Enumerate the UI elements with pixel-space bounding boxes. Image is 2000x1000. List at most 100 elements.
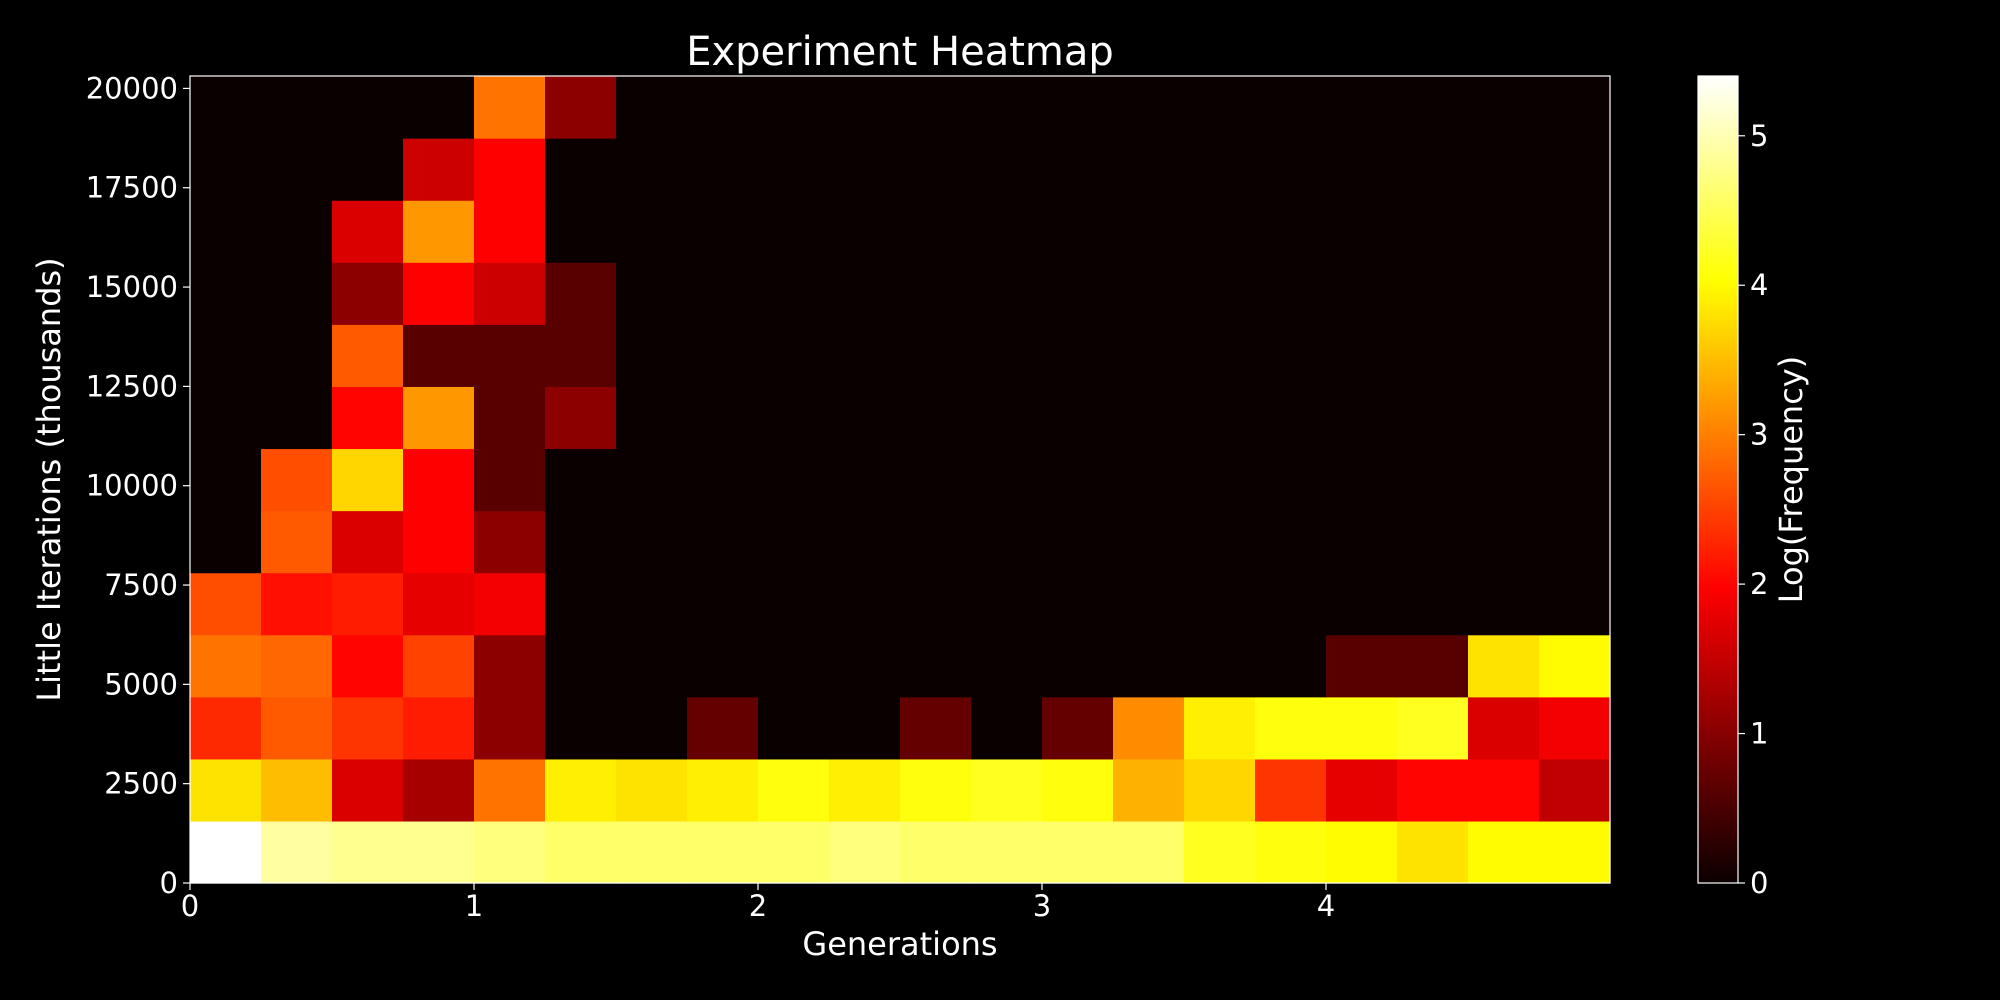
heatmap-cell [971,200,1043,263]
heatmap-cell [332,200,404,263]
heatmap-cell [474,262,546,325]
heatmap-cell [474,324,546,387]
heatmap-cell [687,324,759,387]
colorbar-tick-label: 0 [1750,866,1768,900]
heatmap-cell [190,76,262,139]
heatmap-cell [1397,758,1469,822]
heatmap-cell [616,510,688,574]
colorbar-tick-label: 1 [1750,717,1768,751]
heatmap-cell [332,758,404,822]
heatmap-cell [829,572,901,636]
heatmap-cell [190,200,262,263]
colorbar [1697,75,1739,884]
heatmap-cell [1184,820,1256,884]
heatmap-cell [758,324,830,387]
y-tick-label: 7500 [104,568,178,602]
heatmap-cell [403,76,475,139]
heatmap-cell [616,200,688,263]
heatmap-cell [1397,138,1469,201]
colorbar-tick-label: 3 [1750,418,1768,452]
heatmap-cell [1042,758,1114,822]
heatmap-cell [1042,696,1114,760]
heatmap-cell [545,510,617,574]
heatmap-cell [261,200,333,263]
heatmap-cell [616,324,688,387]
heatmap-cell [332,696,404,760]
heatmap-cell [545,262,617,325]
heatmap-cell [545,634,617,698]
heatmap-cell [545,758,617,822]
heatmap-cell [1184,262,1256,325]
x-axis-label: Generations [802,925,997,963]
heatmap-cell [1539,386,1611,450]
heatmap-cell [261,386,333,450]
heatmap-cell [261,634,333,698]
heatmap-cell [1042,76,1114,139]
x-axis: 0 1 2 3 4 [181,883,1335,923]
heatmap-cell [687,200,759,263]
heatmap-cell [1042,572,1114,636]
colorbar-label: Log(Frequency) [1772,356,1810,603]
heatmap-cell [545,76,617,139]
heatmap-cell [1113,634,1185,698]
heatmap-cell [829,634,901,698]
heatmap-cell [758,572,830,636]
heatmap-cell [1468,634,1540,698]
heatmap-cell [1255,572,1327,636]
y-tick-label: 5000 [104,667,178,701]
heatmap-cell [971,448,1043,512]
heatmap-cell [190,324,262,387]
heatmap-cell [1397,76,1469,139]
heatmap-cell [1113,200,1185,263]
heatmap-cell [545,820,617,884]
heatmap-cell [474,510,546,574]
heatmap-cell [900,386,972,450]
heatmap-cell [616,572,688,636]
heatmap-cell [1326,324,1398,387]
heatmap-cell [971,572,1043,636]
heatmap-cell [403,262,475,325]
heatmap-cell [261,696,333,760]
heatmap-cell [403,634,475,698]
heatmap-cell [1184,448,1256,512]
heatmap-cell [1326,138,1398,201]
heatmap-cell [545,138,617,201]
heatmap-cell [261,820,333,884]
heatmap-cell [1326,448,1398,512]
plot-frame [189,75,1611,884]
heatmap-cell [687,820,759,884]
heatmap-cell [900,448,972,512]
heatmap-cell [900,758,972,822]
heatmap-cell [687,76,759,139]
heatmap-cell [1113,138,1185,201]
heatmap-cell [261,262,333,325]
heatmap-cell [403,758,475,822]
heatmap-cell [1326,262,1398,325]
heatmap-cell [1539,820,1611,884]
heatmap-cell [474,76,546,139]
heatmap-cell [190,138,262,201]
heatmap-cell [1539,448,1611,512]
heatmap-cell [971,758,1043,822]
heatmap-cell [758,634,830,698]
heatmap-cell [1539,634,1611,698]
heatmap-cell [1397,634,1469,698]
heatmap-cell [332,262,404,325]
heatmap-cell [545,572,617,636]
heatmap-cell [1397,510,1469,574]
colorbar-tick-label: 4 [1750,268,1768,302]
heatmap-cell [616,758,688,822]
heatmap-cell [190,448,262,512]
heatmap-cell [1539,572,1611,636]
heatmap-cell [1468,386,1540,450]
heatmap-cell [900,138,972,201]
heatmap-cell [616,448,688,512]
heatmap-cell [900,262,972,325]
heatmap-cell [1397,820,1469,884]
heatmap-cell [1468,510,1540,574]
heatmap-cell [900,696,972,760]
heatmap-cell [1468,448,1540,512]
heatmap-cell [971,386,1043,450]
heatmap-cell [1326,820,1398,884]
